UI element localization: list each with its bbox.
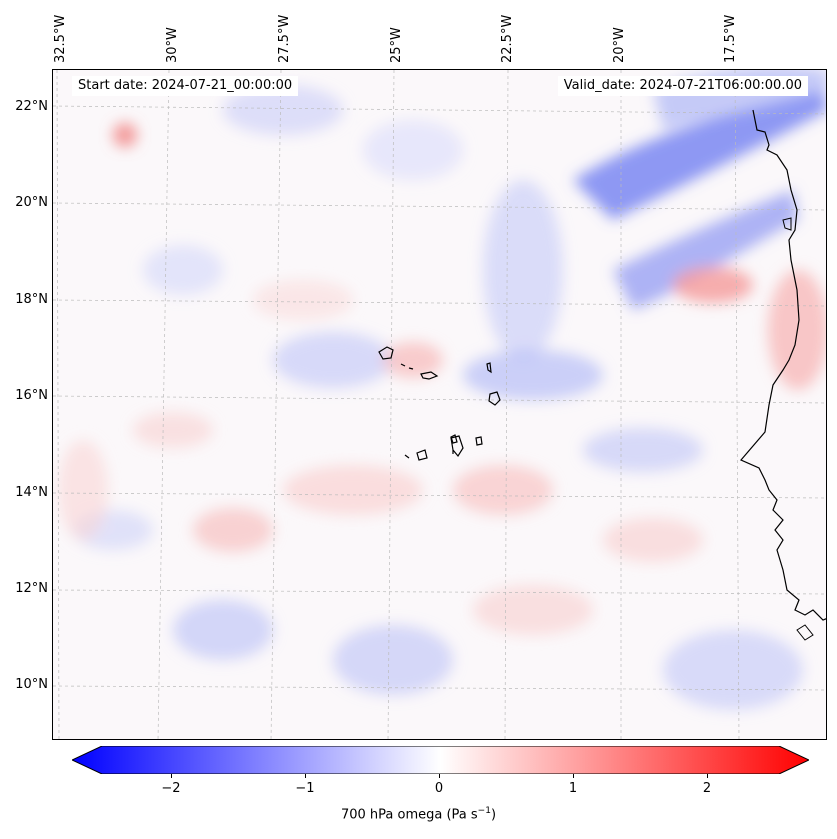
colorbar-label: 700 hPa omega (Pa s−1) <box>340 806 497 823</box>
colorbar-tick-mark <box>305 774 306 778</box>
longitude-label: 20°W <box>612 27 627 63</box>
colorbar-tick-label: 2 <box>702 781 712 796</box>
start-date-label: Start date: 2024-07-21_00:00:00 <box>72 76 299 96</box>
cape-verde-islands <box>378 346 501 461</box>
colorbar-tick-mark <box>573 774 574 778</box>
colorbar-tick-mark <box>439 774 440 778</box>
latitude-label: 18°N <box>15 292 48 307</box>
colorbar-tick-mark <box>707 774 708 778</box>
longitude-label: 30°W <box>165 27 180 63</box>
latitude-label: 22°N <box>15 99 48 114</box>
longitude-label: 17.5°W <box>723 14 738 63</box>
colorbar-tick-label: −1 <box>295 781 315 796</box>
colorbar-tick-label: 1 <box>568 781 578 796</box>
longitude-label: 22.5°W <box>500 14 515 63</box>
latitude-label: 20°N <box>15 195 48 210</box>
colorbar-tick-mark <box>171 774 172 778</box>
map-panel[interactable] <box>52 69 827 740</box>
coastline <box>740 109 826 621</box>
latitude-label: 12°N <box>15 581 48 596</box>
latitude-label: 14°N <box>15 485 48 500</box>
latitude-label: 16°N <box>15 388 48 403</box>
omega-field <box>58 70 826 710</box>
longitude-label: 32.5°W <box>53 14 68 63</box>
colorbar-tick-label: 0 <box>434 781 444 796</box>
latitude-label: 10°N <box>15 677 48 692</box>
longitude-label: 27.5°W <box>277 14 292 63</box>
longitude-label: 25°W <box>389 27 404 63</box>
gridlines <box>53 70 826 739</box>
valid-date-label: Valid_date: 2024-07-21T06:00:00.00 <box>557 76 808 96</box>
colorbar <box>72 746 809 774</box>
colorbar-tick-label: −2 <box>161 781 181 796</box>
map-canvas <box>53 70 826 739</box>
